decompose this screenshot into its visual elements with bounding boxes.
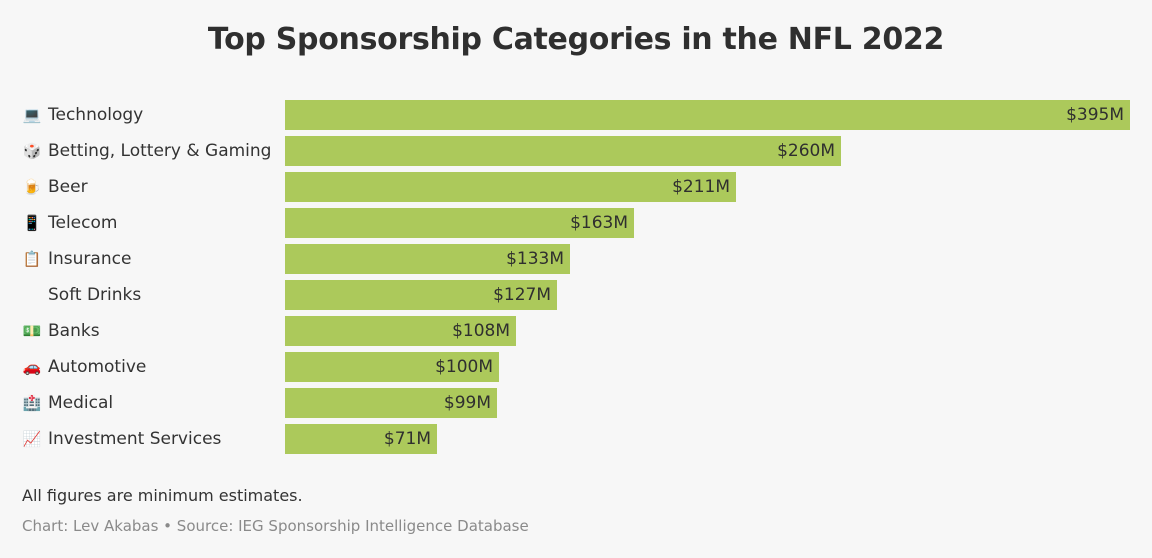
medical-icon: 🏥 (22, 394, 42, 412)
bar-value-label: $100M (435, 357, 493, 377)
category-text: Technology (48, 105, 144, 125)
category-label: 📋 Insurance (22, 245, 132, 273)
footnote: All figures are minimum estimates. (22, 486, 303, 505)
car-icon: 🚗 (22, 358, 42, 376)
category-text: Beer (48, 177, 88, 197)
money-icon: 💵 (22, 322, 42, 340)
bar: $71M (285, 424, 437, 454)
category-text: Betting, Lottery & Gaming (48, 141, 272, 161)
category-text: Medical (48, 393, 114, 413)
bar: $108M (285, 316, 516, 346)
bar: $127M (285, 280, 557, 310)
category-label: 🚗 Automotive (22, 353, 147, 381)
category-label: Soft Drinks (22, 281, 141, 309)
chart-title: Top Sponsorship Categories in the NFL 20… (207, 22, 945, 57)
bar: $133M (285, 244, 570, 274)
bar-value-label: $395M (1066, 105, 1124, 125)
category-text: Investment Services (48, 429, 222, 449)
chart-icon: 📈 (22, 430, 42, 448)
bar-value-label: $260M (777, 141, 835, 161)
category-label: 🎲 Betting, Lottery & Gaming (22, 137, 272, 165)
category-label: 💻 Technology (22, 101, 144, 129)
category-text: Banks (48, 321, 100, 341)
phone-icon: 📱 (22, 214, 42, 232)
bar: $100M (285, 352, 499, 382)
bar-value-label: $133M (506, 249, 564, 269)
bar: $163M (285, 208, 634, 238)
clipboard-icon: 📋 (22, 250, 42, 268)
category-text: Insurance (48, 249, 132, 269)
bar-value-label: $163M (570, 213, 628, 233)
bar-value-label: $71M (383, 429, 431, 449)
category-label: 💵 Banks (22, 317, 100, 345)
category-label: 📱 Telecom (22, 209, 118, 237)
bar-chart: 💻 Technology $395M 🎲 Betting, Lottery & Gami… (22, 100, 1130, 454)
bar: $260M (285, 136, 841, 166)
category-text: Telecom (48, 213, 118, 233)
bar: $211M (285, 172, 736, 202)
dice-icon: 🎲 (22, 142, 42, 160)
category-text: Soft Drinks (48, 285, 142, 305)
laptop-icon: 💻 (22, 106, 42, 124)
category-label: 🍺 Beer (22, 173, 88, 201)
bar: $99M (285, 388, 497, 418)
category-text: Automotive (48, 357, 147, 377)
bar-value-label: $108M (452, 321, 510, 341)
bar-value-label: $99M (443, 393, 491, 413)
bar-value-label: $127M (493, 285, 551, 305)
source-credit: Chart: Lev Akabas • Source: IEG Sponsors… (22, 517, 529, 535)
bar: $395M (285, 100, 1130, 130)
category-label: 📈 Investment Services (22, 425, 222, 453)
category-label: 🏥 Medical (22, 389, 113, 417)
beer-icon: 🍺 (22, 178, 42, 196)
bar-value-label: $211M (672, 177, 730, 197)
